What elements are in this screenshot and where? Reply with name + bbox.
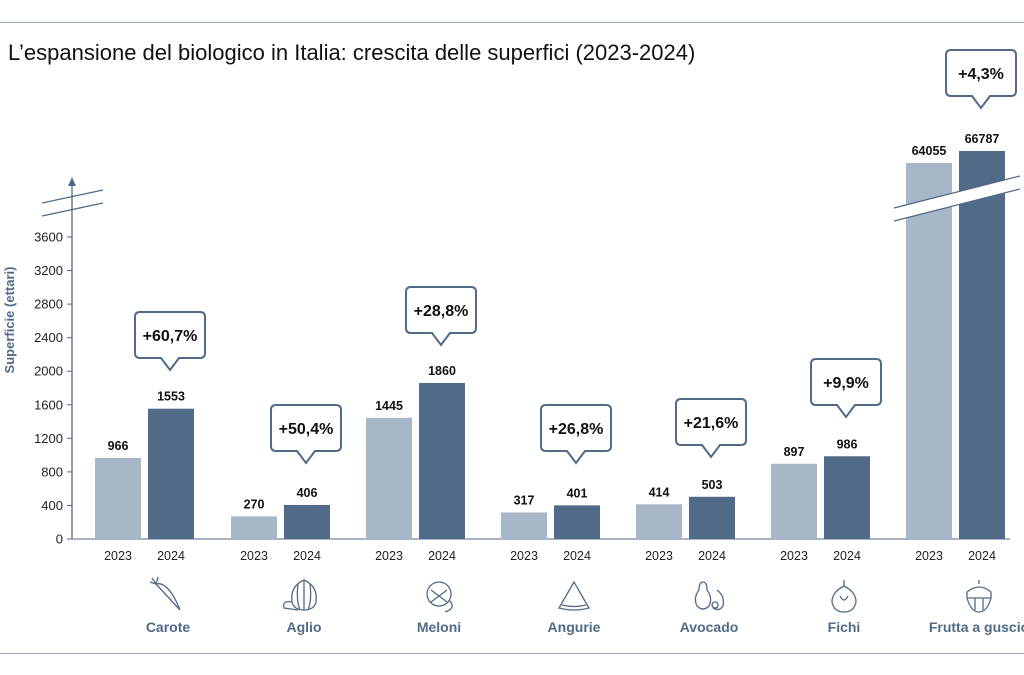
category-label: Aglio xyxy=(287,619,322,635)
y-tick-label: 2400 xyxy=(34,330,63,345)
growth-callout xyxy=(405,286,477,347)
growth-callout xyxy=(810,358,882,419)
bar-2023 xyxy=(231,516,277,539)
data-label: 1553 xyxy=(157,390,185,404)
category-label: Avocado xyxy=(680,619,739,635)
x-year-label: 2023 xyxy=(780,549,808,563)
data-label: 897 xyxy=(784,445,805,459)
category-label: Frutta a guscio xyxy=(929,619,1024,635)
growth-label: +28,8% xyxy=(414,303,469,320)
category-label: Carote xyxy=(146,619,191,635)
axis-break-line xyxy=(41,202,104,217)
y-tick-label: 1600 xyxy=(34,397,63,412)
data-label: 503 xyxy=(702,478,723,492)
data-label: 1445 xyxy=(375,399,403,413)
x-year-label: 2024 xyxy=(698,549,726,563)
data-label: 986 xyxy=(837,437,858,451)
growth-callout xyxy=(945,49,1017,110)
y-axis-label: Superficie (ettari) xyxy=(2,267,17,374)
x-year-label: 2024 xyxy=(157,549,185,563)
fig-icon-shape xyxy=(831,580,857,613)
bar-2024 xyxy=(148,408,194,539)
y-tick-label: 3600 xyxy=(34,230,63,245)
y-tick-label: 400 xyxy=(41,498,63,513)
y-tick-label: 800 xyxy=(41,464,63,479)
bar-2024 xyxy=(419,382,465,539)
growth-callout xyxy=(675,398,747,459)
bar-2023 xyxy=(501,512,547,539)
x-year-label: 2023 xyxy=(104,549,132,563)
data-label: 66787 xyxy=(965,132,1000,146)
axis-break-line xyxy=(41,189,104,204)
melon-icon xyxy=(426,581,453,613)
y-tick-label: 2000 xyxy=(34,364,63,379)
bar-2024 xyxy=(554,505,600,539)
data-label: 966 xyxy=(108,439,129,453)
growth-label: +21,6% xyxy=(684,415,739,432)
category-label: Fichi xyxy=(828,619,861,635)
y-tick-label: 2800 xyxy=(34,297,63,312)
bar-2024 xyxy=(824,456,870,539)
axis-break-line xyxy=(893,188,1021,222)
y-axis-arrow xyxy=(68,177,76,186)
data-label: 317 xyxy=(514,493,535,507)
x-year-label: 2024 xyxy=(563,549,591,563)
growth-callout xyxy=(134,311,206,372)
bar-2023 xyxy=(906,163,952,539)
data-label: 406 xyxy=(297,486,318,500)
growth-callout xyxy=(540,404,612,465)
garlic-icon xyxy=(283,579,317,611)
bar-2023 xyxy=(95,457,141,539)
top-rule xyxy=(0,22,1024,23)
chart-title: L’espansione del biologico in Italia: cr… xyxy=(8,40,696,65)
x-year-label: 2023 xyxy=(915,549,943,563)
x-year-label: 2024 xyxy=(968,549,996,563)
bar-2024 xyxy=(959,151,1005,539)
watermelon-icon-shape xyxy=(558,580,590,611)
watermelon-icon xyxy=(558,580,590,611)
nut-icon-shape xyxy=(966,580,992,613)
data-label: 270 xyxy=(244,497,265,511)
y-tick-label: 0 xyxy=(56,532,63,547)
carrot-icon xyxy=(149,576,181,611)
bar-2024 xyxy=(284,504,330,539)
avocado-icon xyxy=(694,581,725,611)
bar-2023 xyxy=(636,504,682,539)
x-year-label: 2024 xyxy=(293,549,321,563)
y-tick-label: 1200 xyxy=(34,431,63,446)
data-label: 1860 xyxy=(428,364,456,378)
bar-2023 xyxy=(366,417,412,539)
fig-icon xyxy=(831,580,857,613)
x-year-label: 2023 xyxy=(510,549,538,563)
garlic-icon-shape xyxy=(283,579,317,611)
bar-2023 xyxy=(771,463,817,539)
x-year-label: 2024 xyxy=(833,549,861,563)
growth-callout xyxy=(270,404,342,465)
growth-label: +4,3% xyxy=(958,66,1004,83)
category-label: Angurie xyxy=(548,619,601,635)
bar-2024 xyxy=(689,496,735,539)
data-label: 414 xyxy=(649,485,670,499)
nut-icon xyxy=(966,580,992,613)
carrot-icon-shape xyxy=(149,576,181,611)
growth-label: +60,7% xyxy=(143,328,198,345)
y-tick-label: 3200 xyxy=(34,263,63,278)
x-year-label: 2024 xyxy=(428,549,456,563)
data-label: 64055 xyxy=(912,144,947,158)
growth-label: +26,8% xyxy=(549,421,604,438)
axis-break-band xyxy=(894,176,1020,221)
growth-label: +50,4% xyxy=(279,421,334,438)
melon-icon-shape xyxy=(426,581,453,613)
bottom-rule xyxy=(0,653,1024,654)
avocado-icon-shape xyxy=(694,581,725,611)
x-year-label: 2023 xyxy=(240,549,268,563)
axis-break-line xyxy=(893,175,1021,209)
category-label: Meloni xyxy=(417,619,461,635)
x-year-label: 2023 xyxy=(375,549,403,563)
data-label: 401 xyxy=(567,486,588,500)
growth-label: +9,9% xyxy=(823,375,869,392)
x-year-label: 2023 xyxy=(645,549,673,563)
